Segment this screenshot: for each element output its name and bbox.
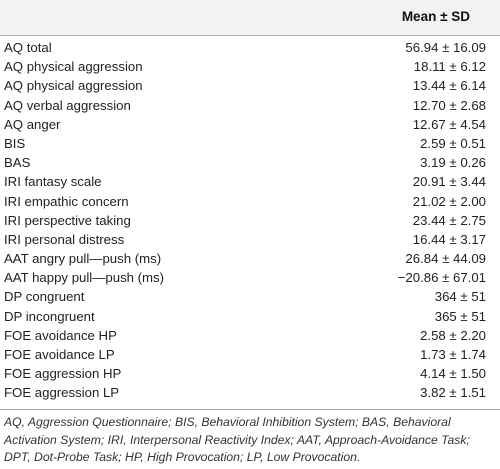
row-value: 1.73 ± 1.74 (420, 347, 486, 362)
table-row: FOE aggression LP 3.82 ± 1.51 (0, 383, 500, 402)
row-value: 16.44 ± 3.17 (412, 231, 486, 247)
table-row: FOE aggression HP 4.14 ± 1.50 (0, 364, 500, 383)
column-header-mean-sd: Mean ± SD (401, 9, 470, 24)
row-value: 21.02 ± 2.00 (412, 193, 486, 209)
row-value: 12.70 ± 2.68 (412, 97, 486, 113)
row-value: 12.67 ± 4.54 (412, 116, 486, 132)
table-row: FOE avoidance LP 1.73 ± 1.74 (0, 345, 500, 364)
table-body: AQ total 56.94 ± 16.09 AQ physical aggre… (0, 36, 500, 403)
row-label: AQ total (4, 40, 52, 55)
row-label: FOE aggression HP (4, 366, 122, 382)
table-row: DP congruent 364 ± 51 (0, 287, 500, 306)
row-value: −20.86 ± 67.01 (397, 270, 486, 286)
row-label: DP incongruent (4, 308, 95, 324)
header-divider (0, 35, 500, 36)
row-value: 3.19 ± 0.26 (420, 155, 486, 171)
table-row: BIS 2.59 ± 0.51 (0, 134, 500, 153)
table-row: IRI empathic concern 21.02 ± 2.00 (0, 192, 500, 211)
table-row: AQ verbal aggression 12.70 ± 2.68 (0, 96, 500, 115)
row-value: 13.44 ± 6.14 (412, 78, 486, 94)
table-row: IRI perspective taking 23.44 ± 2.75 (0, 211, 500, 230)
row-label: FOE avoidance LP (4, 347, 115, 362)
table-row: BAS 3.19 ± 0.26 (0, 153, 500, 172)
row-label: FOE aggression LP (4, 385, 120, 401)
table-row: AQ total 56.94 ± 16.09 (0, 38, 500, 57)
row-value: 26.84 ± 44.09 (405, 251, 486, 267)
table-footnote: AQ, Aggression Questionnaire; BIS, Behav… (4, 415, 470, 464)
row-value: 365 ± 51 (434, 308, 486, 324)
row-label: AQ physical aggression (4, 59, 143, 75)
row-label: FOE avoidance HP (4, 327, 117, 343)
row-label: IRI fantasy scale (4, 174, 102, 190)
table-row: IRI fantasy scale 20.91 ± 3.44 (0, 172, 500, 191)
row-label: BAS (4, 155, 31, 171)
row-value: 23.44 ± 2.75 (412, 212, 486, 228)
table-row: AAT happy pull—push (ms) −20.86 ± 67.01 (0, 268, 500, 287)
row-label: IRI perspective taking (4, 212, 131, 228)
row-value: 20.91 ± 3.44 (412, 174, 486, 190)
row-label: AAT angry pull—push (ms) (4, 251, 162, 267)
row-label: AQ anger (4, 116, 61, 132)
table-row: AQ physical aggression 13.44 ± 6.14 (0, 76, 500, 95)
row-value: 2.58 ± 2.20 (420, 327, 486, 343)
table-row: AQ anger 12.67 ± 4.54 (0, 115, 500, 134)
row-value: 2.59 ± 0.51 (420, 135, 486, 151)
table-row: DP incongruent 365 ± 51 (0, 307, 500, 326)
row-label: BIS (4, 135, 26, 151)
row-label: AAT happy pull—push (ms) (4, 270, 165, 286)
row-value: 3.82 ± 1.51 (420, 385, 486, 401)
row-label: AQ verbal aggression (4, 97, 131, 113)
row-label: DP congruent (4, 289, 85, 305)
table-row: AQ physical aggression 18.11 ± 6.12 (0, 57, 500, 76)
row-value: 18.11 ± 6.12 (413, 59, 486, 75)
row-value: 56.94 ± 16.09 (405, 40, 486, 55)
row-value: 364 ± 51 (434, 289, 486, 305)
row-value: 4.14 ± 1.50 (420, 366, 486, 382)
table-row: AAT angry pull—push (ms) 26.84 ± 44.09 (0, 249, 500, 268)
table-row: IRI personal distress 16.44 ± 3.17 (0, 230, 500, 249)
table-header: Mean ± SD (0, 0, 500, 35)
row-label: AQ physical aggression (4, 78, 143, 94)
footer-divider (0, 409, 500, 410)
row-label: IRI personal distress (4, 231, 125, 247)
table-row: FOE avoidance HP 2.58 ± 2.20 (0, 326, 500, 345)
row-label: IRI empathic concern (4, 193, 129, 209)
